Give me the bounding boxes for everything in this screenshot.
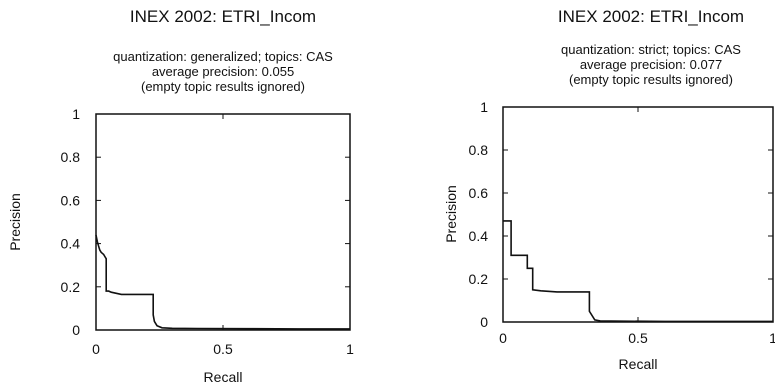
chart-marks: 0 0.2 0.4 0.6 0.8 1 0 0.5 1 <box>61 106 355 357</box>
chart-title: INEX 2002: ETRI_Incom <box>558 7 744 26</box>
x-tick-label: 1 <box>769 330 775 346</box>
y-tick-label: 0.2 <box>469 271 489 287</box>
chart-subtitle-line: quantization: generalized; topics: CAS <box>113 49 333 64</box>
y-tick-label: 0.4 <box>469 228 489 244</box>
y-tick-label: 1 <box>480 99 488 115</box>
x-tick-label: 0 <box>92 341 100 357</box>
plot-frame <box>502 106 774 323</box>
x-axis-label: Recall <box>204 369 243 385</box>
precision-recall-line <box>503 220 773 323</box>
y-tick-label: 0.8 <box>61 149 81 165</box>
y-axis-label: Precision <box>7 193 23 251</box>
y-tick-label: 1 <box>72 106 80 122</box>
y-tick-label: 0.4 <box>61 236 81 252</box>
x-axis-label: Recall <box>619 356 658 372</box>
chart-panel-left: INEX 2002: ETRI_Incom quantization: gene… <box>7 7 355 385</box>
y-tick-label: 0 <box>480 314 488 330</box>
x-tick-label: 1 <box>346 341 354 357</box>
y-axis-label: Precision <box>443 185 459 243</box>
precision-recall-line <box>95 234 350 330</box>
plot-frame <box>95 113 351 331</box>
chart-panel-right: INEX 2002: ETRI_Incom quantization: stri… <box>443 7 775 372</box>
chart-marks: 0 0.2 0.4 0.6 0.8 1 0 0.5 1 <box>469 99 775 346</box>
x-tick-label: 0 <box>499 330 507 346</box>
chart-subtitle-line: quantization: strict; topics: CAS <box>561 42 741 57</box>
y-tick-label: 0.8 <box>469 142 489 158</box>
chart-subtitle-line: average precision: 0.055 <box>152 64 294 79</box>
chart-subtitle-line: (empty topic results ignored) <box>141 79 305 94</box>
y-tick-label: 0.2 <box>61 279 81 295</box>
y-tick-label: 0.6 <box>469 185 489 201</box>
chart-subtitle-line: (empty topic results ignored) <box>569 72 733 87</box>
chart-title: INEX 2002: ETRI_Incom <box>130 7 316 26</box>
chart-subtitle-line: average precision: 0.077 <box>580 57 722 72</box>
y-tick-label: 0.6 <box>61 192 81 208</box>
x-tick-label: 0.5 <box>628 330 648 346</box>
x-tick-label: 0.5 <box>213 341 233 357</box>
y-tick-label: 0 <box>72 322 80 338</box>
